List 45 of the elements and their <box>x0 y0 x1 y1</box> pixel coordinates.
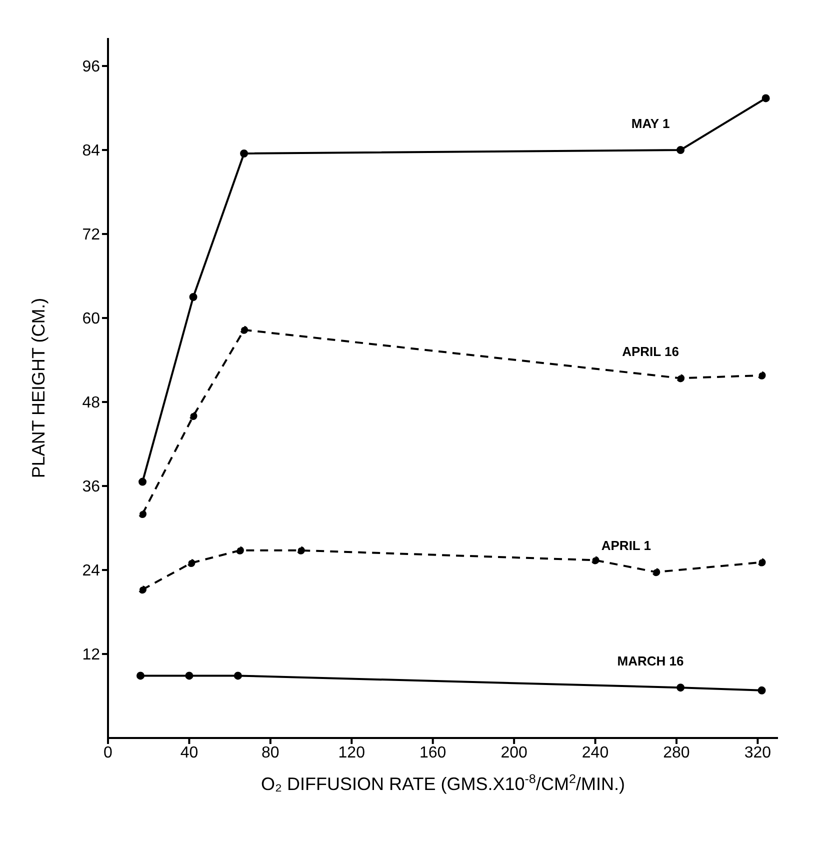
series-label: APRIL 1 <box>601 538 651 554</box>
point <box>138 586 147 594</box>
point <box>138 478 147 486</box>
y-tick-label: 96 <box>82 58 100 76</box>
point <box>591 556 600 564</box>
series-label: MAY 1 <box>631 116 670 131</box>
y-tick-label: 24 <box>82 562 100 580</box>
point <box>762 94 770 102</box>
point <box>652 568 660 576</box>
x-axis-title: O₂ DIFFUSION RATE (GMS.X10$^{-8}$/CM$^{2}$/MIN.) <box>261 772 625 794</box>
point <box>189 293 198 301</box>
y-tick-label: 60 <box>82 310 100 328</box>
point <box>187 559 196 567</box>
point <box>185 672 194 680</box>
point <box>136 672 144 680</box>
point <box>189 412 198 420</box>
x-tick-label: 160 <box>419 744 446 762</box>
series-label: MARCH 16 <box>617 654 684 669</box>
x-tick-label: 240 <box>582 744 609 762</box>
x-tick-label: 320 <box>744 744 772 762</box>
x-tick-label: 0 <box>104 744 113 762</box>
y-tick-label: 36 <box>82 478 100 496</box>
point <box>676 146 685 154</box>
point <box>758 686 766 694</box>
y-axis-title: PLANT HEIGHT (CM.) <box>28 298 48 478</box>
y-tick-label: 48 <box>82 394 100 412</box>
y-tick-label: 72 <box>82 226 100 244</box>
x-tick-label: 120 <box>338 744 366 762</box>
series-label: APRIL 16 <box>622 344 679 360</box>
point <box>676 374 685 382</box>
point <box>236 546 244 554</box>
point <box>758 558 766 566</box>
point <box>240 326 248 334</box>
x-tick-label: 80 <box>262 744 280 762</box>
point <box>240 150 248 158</box>
point <box>758 371 766 380</box>
point <box>234 672 242 680</box>
y-tick-label: 12 <box>82 646 100 664</box>
y-tick-label: 84 <box>82 142 100 160</box>
point <box>296 546 305 554</box>
x-tick-label: 280 <box>663 744 690 762</box>
x-tick-label: 200 <box>500 744 528 762</box>
point <box>676 684 685 692</box>
point <box>138 510 147 518</box>
x-tick-label: 40 <box>180 744 198 762</box>
